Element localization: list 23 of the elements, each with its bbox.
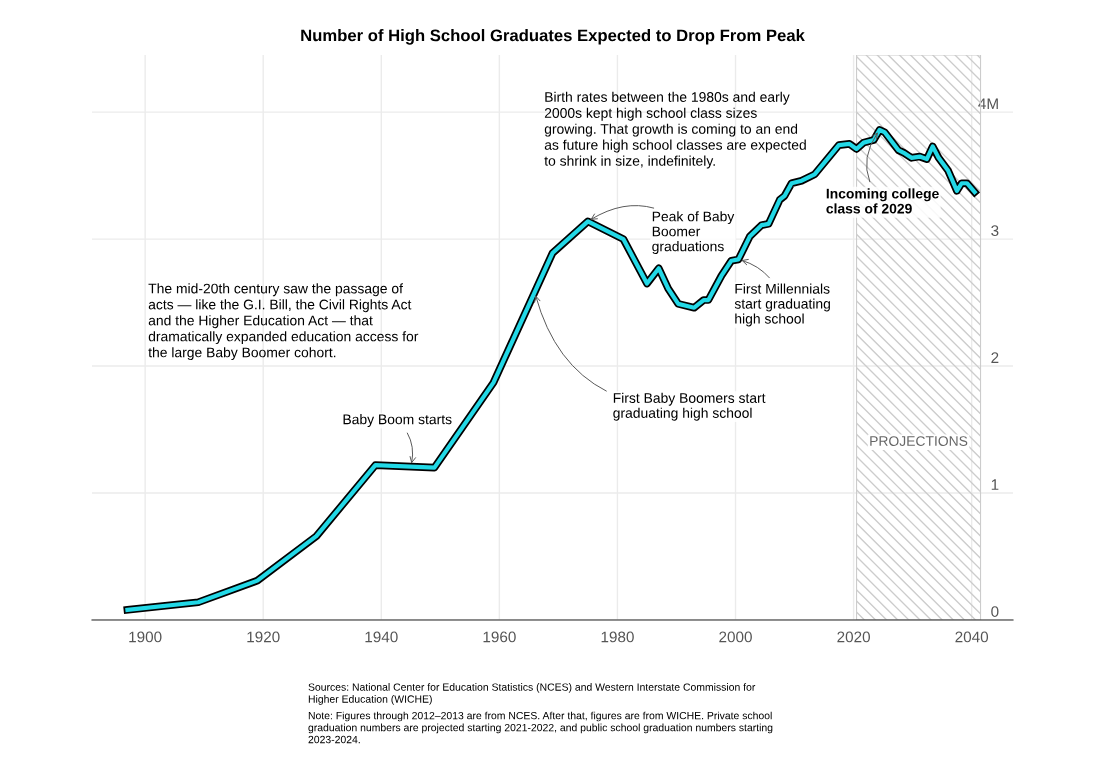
x-tick-label: 1980 — [601, 631, 634, 643]
annotation: Birth rates between the 1980s and early 2000s kept high school class sizes growing. That growth is coming to an end as future high school classes are expected to shrink in size, indefinitely. — [544, 91, 806, 169]
band-label: PROJECTIONS — [870, 436, 968, 446]
text: Note: Figures through 2012–2013 are from NCES. After that, figures are from WICHE. Private school graduation numbers are projected starting 2021-2022, and public school graduation numbers starting 2023-2024. — [308, 711, 773, 744]
x-tick-label: 2000 — [719, 631, 752, 643]
x-tick-label: 1940 — [365, 631, 398, 643]
annotation: The mid-20th century saw the passage of acts — like the G.I. Bill, the Civil Rights Act and the Higher Education Act — that dramatically expanded education access for the large Baby Boomer cohort. — [148, 283, 419, 361]
chart-title: Number of High School Graduates Expected to Drop From Peak — [301, 29, 805, 45]
source-note: Sources: National Center for Education Statistics (NCES) and Western Interstate Commission for Higher Education (WICHE) — [308, 683, 756, 705]
annotation: Baby Boom starts — [343, 414, 452, 428]
y-tick-label: 1 — [991, 479, 999, 490]
x-tick-label: 1900 — [129, 631, 162, 643]
x-tick-label: 1920 — [247, 631, 280, 643]
x-tick-label: 2020 — [837, 631, 870, 643]
y-tick-label: 0 — [991, 606, 999, 617]
annotation: Peak of Baby Boomer graduations — [652, 211, 735, 255]
x-tick-label: 2040 — [955, 631, 989, 643]
annotation: Incoming college class of 2029 — [826, 188, 939, 214]
annotation: First Baby Boomers start graduating high school — [613, 392, 766, 421]
x-tick-label: 1960 — [483, 631, 516, 643]
annotation: First Millennials start graduating high school — [734, 283, 830, 327]
y-tick-label: 3 — [991, 225, 999, 237]
y-tick-label: 2 — [991, 352, 999, 363]
